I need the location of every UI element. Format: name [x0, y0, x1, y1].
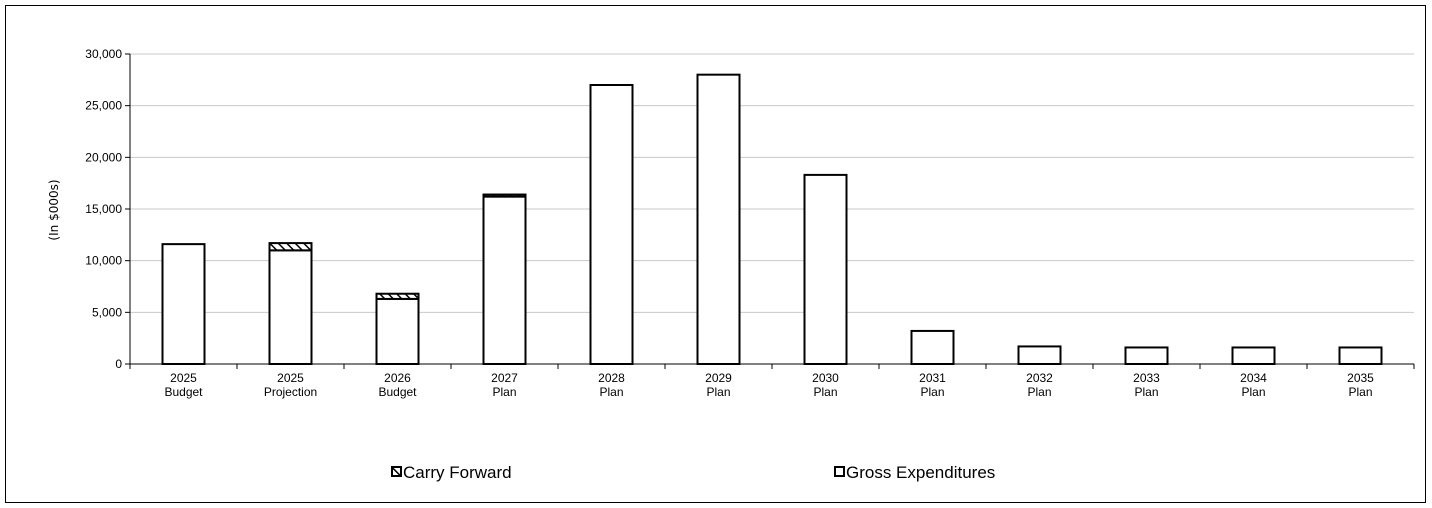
- gridlines: [130, 53, 1414, 313]
- x-tick-label-type: Budget: [164, 385, 203, 399]
- x-tick-label-year: 2028: [598, 371, 625, 385]
- x-tick-label-year: 2030: [812, 371, 839, 385]
- y-tick-label: 15,000: [85, 202, 122, 216]
- x-tick-label-year: 2032: [1026, 371, 1053, 385]
- x-tick-label-type: Plan: [492, 385, 516, 399]
- bar-gross-expenditures: [1231, 346, 1276, 366]
- x-tick-label-year: 2035: [1347, 371, 1374, 385]
- bar-gross-expenditures: [1338, 346, 1383, 366]
- x-tick-label-year: 2027: [491, 371, 518, 385]
- y-tick-label: 10,000: [85, 254, 122, 268]
- bar-gross-expenditures: [268, 249, 313, 365]
- axes: [125, 53, 1415, 369]
- x-tick-label-year: 2033: [1133, 371, 1160, 385]
- x-tick-label-type: Plan: [706, 385, 730, 399]
- bar-gross-expenditures: [803, 173, 848, 365]
- y-tick-label: 30,000: [85, 47, 122, 61]
- x-tick-label-type: Plan: [813, 385, 837, 399]
- x-tick-label-type: Plan: [920, 385, 944, 399]
- legend: Carry Forward Gross Expenditures: [391, 463, 995, 482]
- bar-gross-expenditures: [910, 329, 955, 365]
- bar-carry-forward: [375, 292, 420, 300]
- x-tick-label-year: 2031: [919, 371, 946, 385]
- bar-gross-expenditures: [589, 84, 634, 365]
- legend-swatch-carry-forward: [391, 466, 402, 477]
- bar-gross-expenditures: [1017, 345, 1062, 365]
- legend-swatch-gross-expenditures: [834, 466, 845, 477]
- x-tick-label-year: 2025: [277, 371, 304, 385]
- x-tick-labels: 2025Budget2025Projection2026Budget2027Pl…: [164, 371, 1374, 399]
- y-tick-label: 20,000: [85, 150, 122, 164]
- x-tick-label-type: Budget: [378, 385, 417, 399]
- legend-item-carry-forward: Carry Forward: [391, 463, 512, 482]
- y-tick-label: 0: [115, 357, 122, 371]
- y-tick-label: 25,000: [85, 99, 122, 113]
- bar-carry-forward: [482, 193, 527, 198]
- x-tick-label-type: Projection: [264, 385, 317, 399]
- bar-gross-expenditures: [161, 243, 206, 365]
- bar-gross-expenditures: [375, 297, 420, 365]
- x-tick-label-type: Plan: [1241, 385, 1265, 399]
- y-tick-labels: 0 5,000 10,000 15,000 20,000 25,000 30,000: [85, 47, 122, 371]
- legend-item-gross-expenditures: Gross Expenditures: [834, 463, 995, 482]
- x-tick-label-year: 2029: [705, 371, 732, 385]
- bars: [161, 73, 1383, 366]
- x-tick-label-year: 2026: [384, 371, 411, 385]
- x-tick-label-type: Plan: [599, 385, 623, 399]
- bar-gross-expenditures: [1124, 346, 1169, 366]
- bar-carry-forward: [268, 242, 313, 252]
- y-axis-title: (In $000s): [47, 179, 61, 240]
- legend-label-gross-expenditures: Gross Expenditures: [846, 463, 995, 482]
- x-tick-label-year: 2034: [1240, 371, 1267, 385]
- y-tick-label: 5,000: [92, 305, 122, 319]
- bar-gross-expenditures: [482, 195, 527, 365]
- x-tick-label-type: Plan: [1134, 385, 1158, 399]
- x-tick-label-type: Plan: [1348, 385, 1372, 399]
- legend-label-carry-forward: Carry Forward: [403, 463, 512, 482]
- bar-gross-expenditures: [696, 73, 741, 366]
- x-tick-label-year: 2025: [170, 371, 197, 385]
- x-tick-label-type: Plan: [1027, 385, 1051, 399]
